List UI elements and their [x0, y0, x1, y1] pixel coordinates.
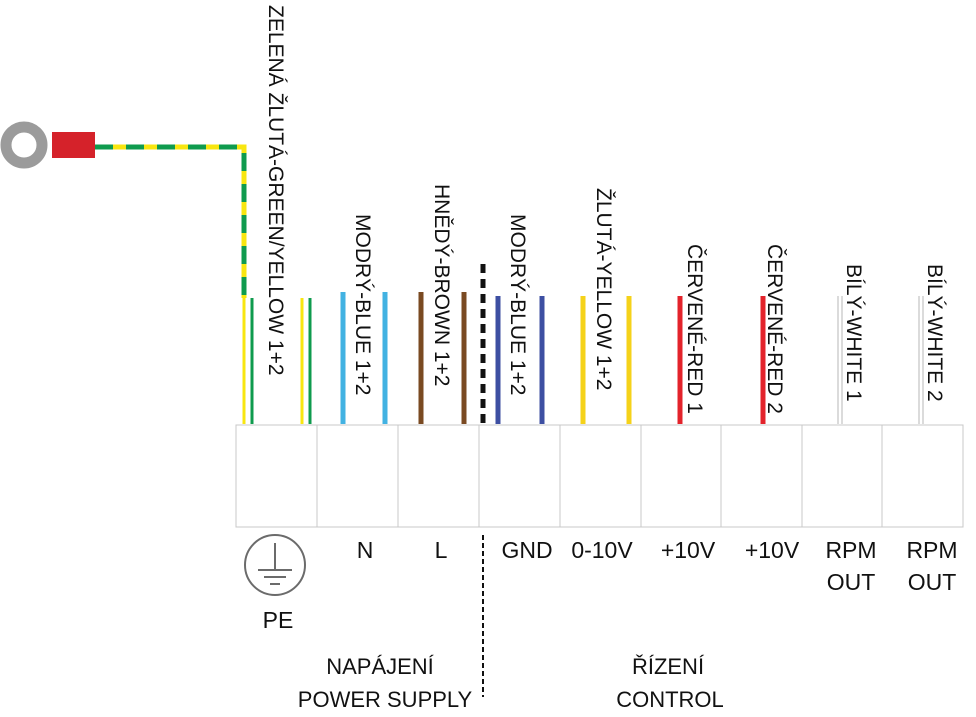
terminal-label-rpm-2-line2: OUT	[908, 569, 957, 595]
terminal-block	[235, 424, 964, 528]
wire-label-rpm-2: BÍLÝ-WHITE 2	[923, 264, 946, 402]
protective-earth-symbol-icon	[244, 534, 306, 596]
terminal-label-rpm-2-line1: RPM	[906, 537, 957, 563]
signal-wires	[580, 296, 632, 424]
gnd-wires	[495, 296, 545, 424]
wire-label-l: HNĚDÝ-BROWN 1+2	[430, 184, 453, 386]
wire-label-pe: ZELENÁ ŽLUTÁ-GREEN/YELLOW 1+2	[264, 5, 287, 376]
group-label-power-cz: NAPÁJENÍ	[326, 654, 434, 679]
terminal-label-gnd: GND	[501, 537, 552, 563]
wire-label-plus10v-1: ČERVENÉ-RED 1	[683, 244, 706, 414]
wire-label-plus10v-2: ČERVENÉ-RED 2	[763, 244, 786, 414]
l-wires	[418, 292, 467, 424]
terminal-label-rpm-1-line1: RPM	[825, 537, 876, 563]
wire-label-rpm-1: BÍLÝ-WHITE 1	[842, 264, 865, 402]
earth-cable	[95, 144, 247, 298]
pe-wires	[242, 298, 312, 424]
wire-label-n: MODRÝ-BLUE 1+2	[351, 214, 374, 395]
n-wires	[340, 292, 388, 424]
terminal-label-signal: 0-10V	[571, 537, 633, 563]
group-label-power-en: POWER SUPPLY	[298, 687, 473, 712]
wire-label-gnd: MODRÝ-BLUE 1+2	[506, 214, 529, 395]
terminal-label-plus10v-1: +10V	[661, 537, 716, 563]
group-label-control-en: CONTROL	[616, 687, 724, 712]
wire-label-signal: ŽLUTÁ-YELLOW 1+2	[592, 188, 615, 390]
terminal-label-l: L	[435, 537, 448, 563]
ring-terminal-lug-icon	[0, 121, 95, 169]
group-label-control-cz: ŘÍZENÍ	[632, 654, 705, 679]
terminal-label-n: N	[357, 537, 374, 563]
rpm-1-wire	[837, 296, 843, 424]
terminal-label-rpm-1-line2: OUT	[827, 569, 876, 595]
terminal-label-plus10v-2: +10V	[745, 537, 800, 563]
terminal-label-pe: PE	[263, 607, 294, 633]
rpm-2-wire	[918, 296, 924, 424]
